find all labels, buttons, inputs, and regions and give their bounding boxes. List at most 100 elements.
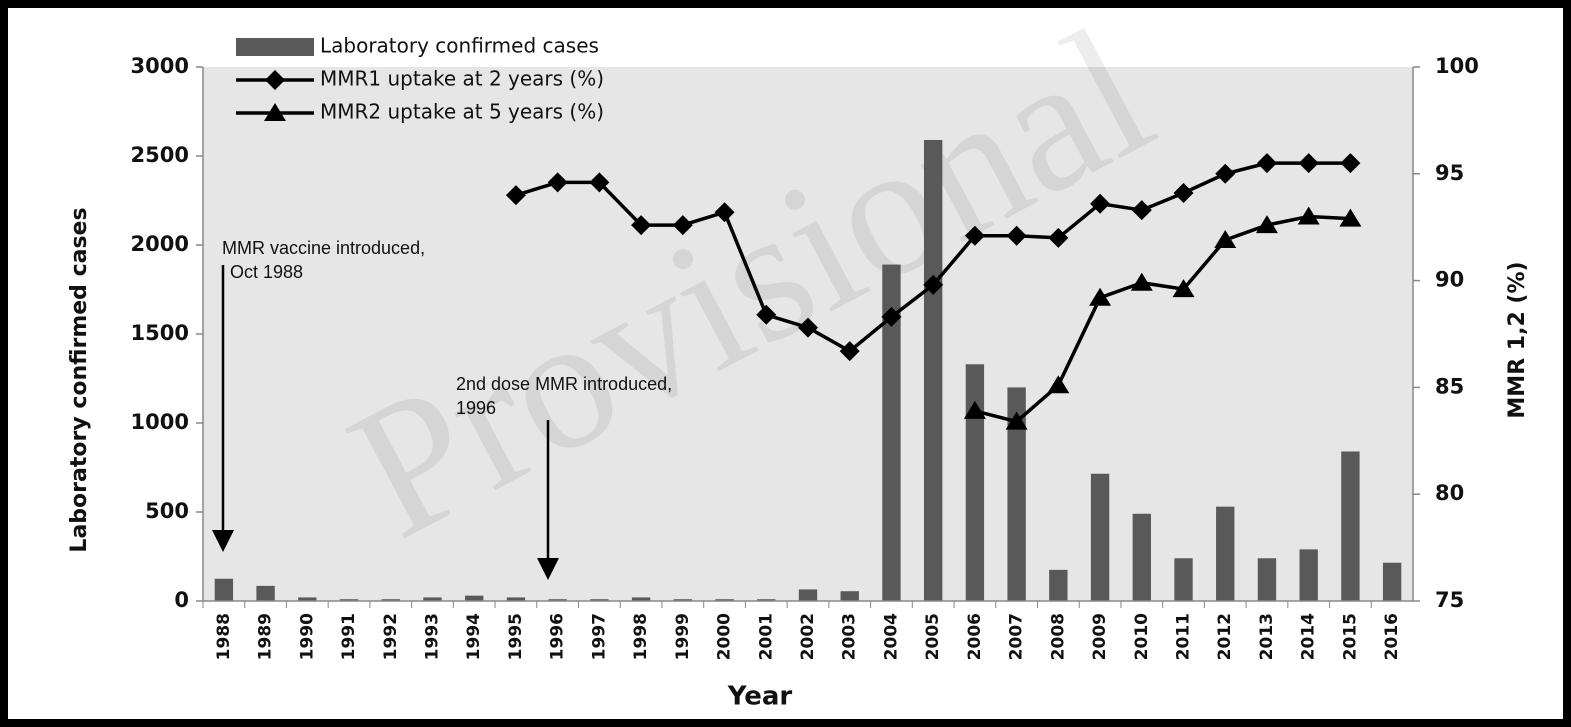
marker (1298, 153, 1319, 174)
y-tick-label: 2000 (131, 232, 189, 256)
x-tick-label: 1991 (339, 613, 359, 660)
bar (923, 139, 943, 602)
marker (1048, 227, 1069, 248)
marker (1089, 287, 1112, 306)
bar (465, 595, 484, 601)
annotation: 1996 (456, 398, 496, 418)
bar (1007, 387, 1026, 601)
y-tick-label: 1000 (131, 410, 189, 434)
marker (881, 306, 902, 327)
y-tick-label: 500 (145, 499, 189, 523)
bar (1257, 558, 1277, 601)
y-tick-label: 0 (174, 588, 189, 612)
bar (423, 597, 442, 601)
x-tick-label: 2012 (1215, 613, 1235, 660)
bar (798, 589, 818, 601)
x-tick-label: 1994 (464, 613, 484, 660)
marker (756, 304, 777, 325)
annotation: MMR vaccine introduced, (222, 238, 425, 258)
marker (963, 400, 986, 419)
marker (631, 215, 652, 236)
plot (214, 139, 1402, 602)
bar (1174, 558, 1193, 601)
x-tick-label: 2009 (1090, 613, 1110, 660)
x-tick-label: 1996 (548, 613, 568, 660)
x-tick-label: 2014 (1299, 613, 1319, 660)
x-tick-label: 2006 (965, 613, 985, 660)
marker (1005, 411, 1028, 430)
x-tick-label: 2002 (798, 613, 818, 660)
legend-swatch (236, 38, 314, 56)
bar (1341, 451, 1360, 601)
bar (1049, 569, 1068, 601)
marker (1339, 208, 1362, 227)
legend-label: Laboratory confirmed cases (320, 34, 599, 58)
bar (757, 599, 776, 601)
x-tick-label: 1990 (297, 613, 317, 660)
marker (1090, 193, 1111, 214)
marker (1131, 200, 1152, 221)
marker (1297, 206, 1320, 225)
x-tick-label: 2008 (1048, 613, 1068, 660)
y-tick-label: 3000 (131, 54, 189, 78)
bar (882, 264, 901, 601)
marker (1006, 225, 1027, 246)
bar (381, 599, 400, 601)
marker (505, 185, 526, 206)
bar (631, 597, 651, 601)
marker (1215, 163, 1236, 184)
marker (1173, 183, 1194, 204)
marker (964, 225, 985, 246)
bar (673, 599, 693, 601)
bar (298, 597, 317, 601)
y-tick-label: 1500 (131, 321, 189, 345)
x-tick-label: 2000 (715, 613, 735, 660)
marker (1256, 153, 1277, 174)
x-tick-label: 1992 (381, 613, 401, 660)
bar (1090, 473, 1110, 601)
y2-axis-label: MMR 1,2 (%) (1505, 261, 1530, 418)
y2-tick-label: 75 (1435, 588, 1464, 612)
x-tick-label: 2003 (840, 613, 860, 660)
marker (1130, 272, 1153, 291)
bar (548, 599, 567, 601)
x-tick-label: 1998 (631, 613, 651, 660)
bar (214, 578, 234, 601)
x-axis-label: Year (727, 682, 793, 712)
x-tick-label: 2005 (923, 613, 943, 660)
legend-label: MMR1 uptake at 2 years (%) (320, 67, 604, 91)
bar (506, 597, 526, 601)
y2-tick-label: 100 (1435, 54, 1479, 78)
line (974, 214, 1351, 424)
annotation: 2nd dose MMR introduced, (456, 374, 672, 394)
marker (264, 103, 286, 121)
x-tick-label: 1993 (422, 613, 442, 660)
x-tick-label: 2013 (1257, 613, 1277, 660)
marker (923, 274, 944, 295)
annotation: Oct 1988 (230, 262, 303, 282)
y2-tick-label: 90 (1435, 268, 1464, 292)
arrowhead (537, 558, 559, 580)
x-tick-label: 1997 (589, 613, 609, 660)
bar (590, 599, 609, 601)
marker (1255, 215, 1278, 234)
y2-tick-label: 80 (1435, 481, 1464, 505)
marker (839, 341, 860, 362)
x-tick-label: 2011 (1174, 613, 1194, 660)
bar (715, 599, 734, 601)
bar (965, 364, 985, 601)
bar (1299, 549, 1318, 601)
y2-tick-label: 85 (1435, 374, 1464, 398)
marker (1172, 279, 1195, 298)
marker (589, 172, 610, 193)
x-tick-label: 2015 (1340, 613, 1360, 660)
x-tick-label: 1995 (506, 613, 526, 660)
marker (714, 202, 735, 223)
marker (265, 70, 285, 90)
bar (1216, 506, 1235, 601)
arrowhead (212, 530, 234, 552)
marker (1214, 230, 1237, 249)
x-tick-label: 1999 (673, 613, 693, 660)
x-tick-label: 2016 (1382, 613, 1402, 660)
